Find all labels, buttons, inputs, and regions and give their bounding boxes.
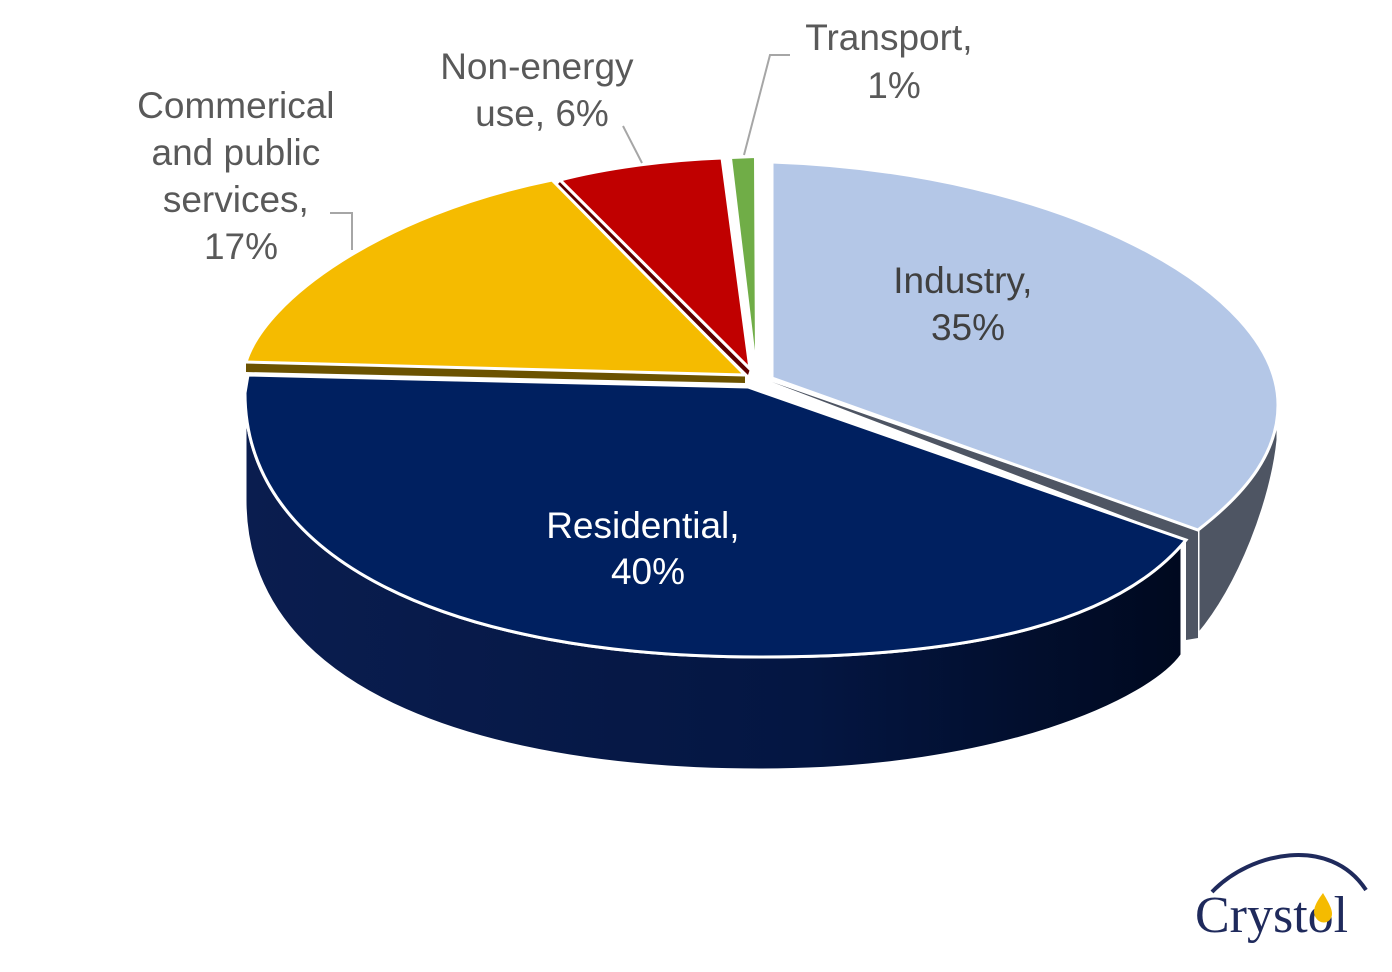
leader-line-commercial — [330, 212, 353, 250]
logo-drop-icon — [1314, 893, 1333, 923]
label-industry: Industry, 35% — [893, 260, 1042, 348]
label-residential: Residential, 40% — [546, 505, 750, 592]
slice-non-energy-use — [557, 156, 753, 374]
logo-arc — [1210, 853, 1368, 894]
slice-residential — [243, 373, 1189, 659]
label-residential-name: Residential, — [546, 505, 739, 546]
label-transport: Transport, 1% — [805, 17, 983, 106]
slice-nonenergy-side — [556, 182, 750, 375]
label-industry-value: 35% — [931, 307, 1005, 348]
label-industry-name: Industry, — [893, 260, 1032, 301]
label-non-energy-use: Non-energy use, 6% — [440, 46, 644, 134]
slice-industry-inner-side — [772, 382, 1198, 640]
leader-line-transport — [743, 54, 790, 156]
slice-transport — [729, 155, 757, 369]
leader-line-non-energy — [622, 125, 643, 164]
label-commercial: Commerical and public services, 17% — [137, 85, 345, 267]
slice-industry — [770, 160, 1280, 532]
slice-commercial-side — [246, 362, 745, 383]
crystol-logo: Crystol — [1195, 853, 1368, 944]
label-residential-value: 40% — [611, 551, 685, 592]
slice-commercial — [243, 178, 749, 377]
